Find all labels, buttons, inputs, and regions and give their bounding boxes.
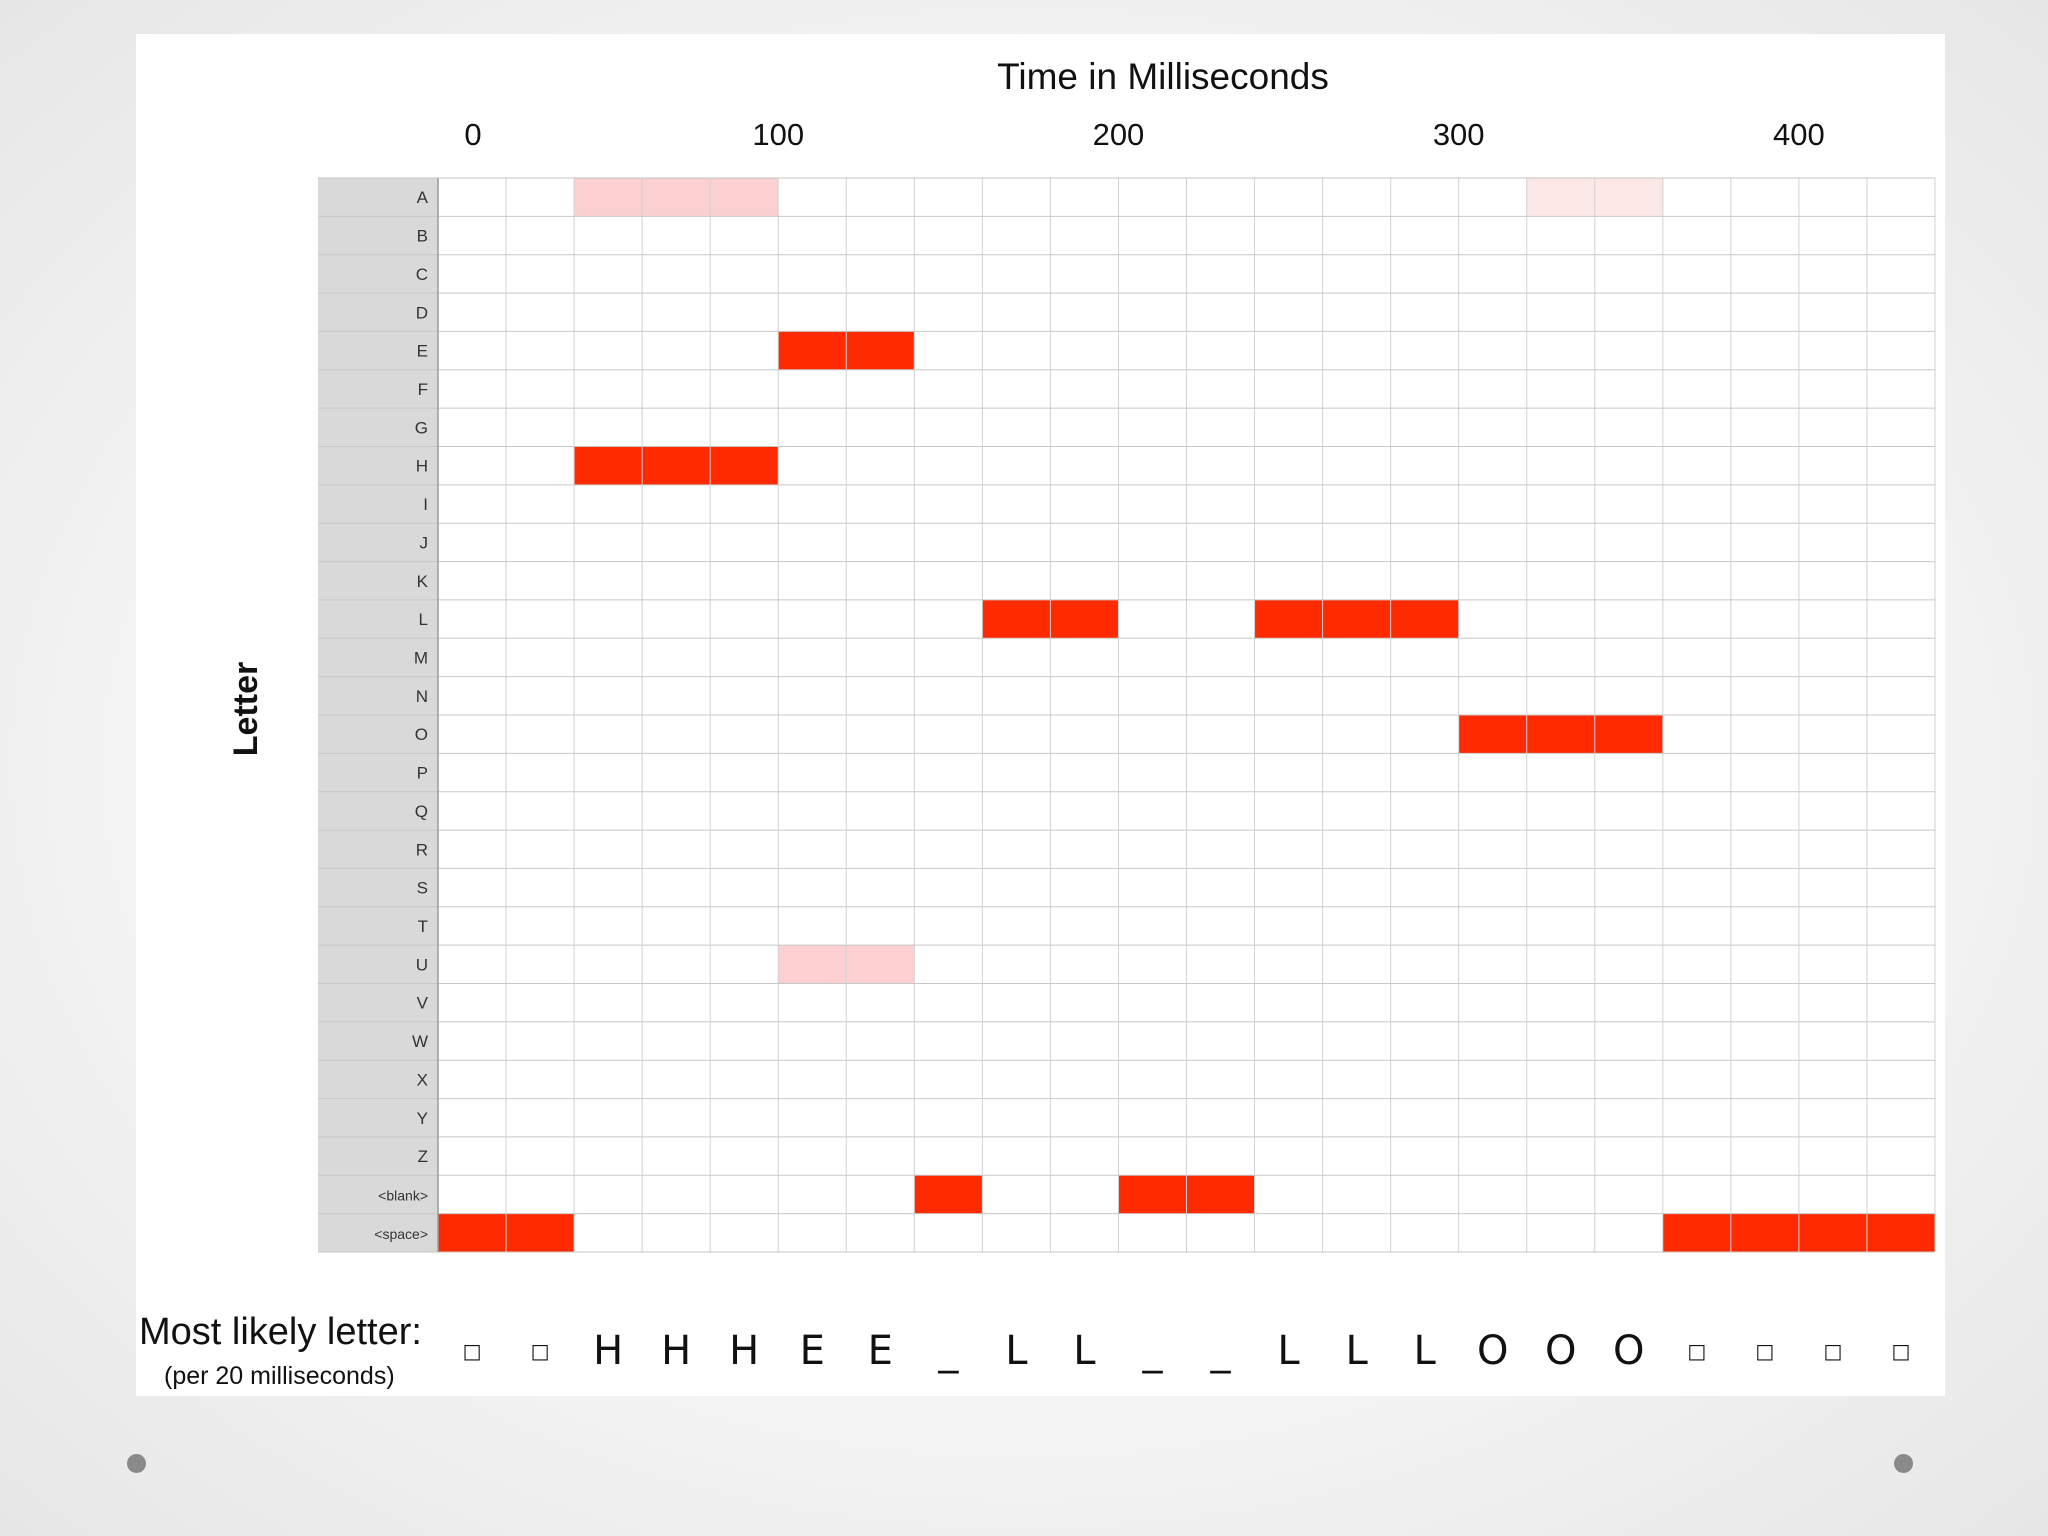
most-likely-sublabel: (per 20 milliseconds)	[164, 1362, 395, 1390]
row-label: U	[416, 955, 428, 974]
row-label: O	[415, 725, 428, 744]
heatmap-cell	[1798, 1213, 1867, 1252]
heatmap-cell	[778, 331, 847, 370]
row-label: D	[416, 303, 428, 322]
row-label: A	[417, 188, 429, 207]
row-label: X	[417, 1070, 428, 1089]
heatmap-cell	[574, 446, 643, 485]
most-likely-letter: □	[1755, 1339, 1774, 1363]
row-label: F	[418, 380, 428, 399]
most-likely-letter: L	[1005, 1328, 1028, 1374]
most-likely-letter: □	[1687, 1339, 1706, 1363]
row-label: T	[418, 917, 428, 936]
most-likely-letter: E	[800, 1328, 825, 1374]
row-label: E	[417, 342, 428, 361]
most-likely-letter: _	[1141, 1328, 1163, 1374]
most-likely-letter: □	[1823, 1339, 1842, 1363]
x-axis-title: Time in Milliseconds	[997, 56, 1329, 97]
heatmap-cell	[506, 1213, 575, 1252]
row-label: M	[414, 648, 428, 667]
row-label: J	[420, 533, 429, 552]
row-label: <blank>	[378, 1187, 428, 1203]
heatmap-cell	[1390, 599, 1459, 639]
row-label: H	[416, 457, 428, 476]
row-label: V	[417, 994, 429, 1013]
most-likely-letter: □	[531, 1339, 550, 1363]
most-likely-letter: □	[463, 1339, 482, 1363]
heatmap-cell	[710, 178, 779, 217]
most-likely-letter: O	[1545, 1328, 1576, 1374]
most-likely-letter: H	[593, 1328, 623, 1374]
heatmap-cell	[914, 1175, 983, 1214]
ctc-letter-heatmap: ABCDEFGHIJKLMNOPQRSTUVWXYZ<blank><space>…	[139, 56, 1936, 1390]
most-likely-letter: L	[1345, 1328, 1368, 1374]
heatmap-cell	[846, 331, 915, 370]
most-likely-letter: O	[1477, 1328, 1508, 1374]
x-tick-label: 300	[1433, 117, 1485, 152]
slide-bullet-left	[127, 1454, 146, 1473]
row-label: Y	[417, 1109, 428, 1128]
heatmap-cell	[1322, 599, 1391, 639]
most-likely-letter: H	[661, 1328, 691, 1374]
heatmap-cell	[1866, 1213, 1935, 1252]
heatmap-cell	[1594, 715, 1663, 754]
row-label: R	[416, 840, 428, 859]
heatmap-cell	[1050, 599, 1119, 639]
most-likely-letter: _	[937, 1328, 959, 1374]
heatmap-cell	[846, 945, 915, 984]
most-likely-label: Most likely letter:	[139, 1311, 422, 1353]
row-label: C	[416, 265, 428, 284]
most-likely-letter: L	[1073, 1328, 1096, 1374]
slide-bullet-right	[1894, 1454, 1913, 1473]
heatmap-cell	[1730, 1213, 1799, 1252]
heatmap-cell	[574, 178, 643, 217]
heatmap-cell	[438, 1213, 507, 1252]
most-likely-letter: L	[1277, 1328, 1300, 1374]
row-label: P	[417, 764, 428, 783]
y-axis-label: Letter	[227, 662, 265, 756]
x-tick-label: 0	[464, 117, 481, 152]
most-likely-letter: O	[1613, 1328, 1644, 1374]
row-label: S	[417, 879, 428, 898]
row-label: N	[416, 687, 428, 706]
heatmap-cell	[1526, 178, 1595, 217]
x-tick-label: 400	[1773, 117, 1825, 152]
heatmap-cell	[1118, 1175, 1187, 1214]
row-label: K	[417, 572, 429, 591]
heatmap-cell	[1662, 1213, 1731, 1252]
heatmap-cell	[642, 446, 711, 485]
heatmap-cell	[1254, 599, 1323, 639]
row-label: G	[415, 418, 428, 437]
heatmap-cell	[778, 945, 847, 984]
heatmap-cell	[642, 178, 711, 217]
slide-panel: A B C D E F G H I J K L M N O P Q R S T U V W X Y Z <blank> <space>…	[136, 34, 1945, 1396]
heatmap-cell	[1458, 715, 1527, 754]
most-likely-letter: L	[1414, 1328, 1437, 1374]
row-label: I	[423, 495, 428, 514]
row-label: Z	[418, 1147, 428, 1166]
row-label: B	[417, 227, 428, 246]
heatmap-cell	[1526, 715, 1595, 754]
row-label: W	[412, 1032, 428, 1051]
heatmap-cell	[1594, 178, 1663, 217]
row-label: <space>	[374, 1226, 428, 1242]
row-label: L	[419, 610, 428, 629]
x-tick-label: 100	[752, 117, 804, 152]
most-likely-letter: □	[1892, 1339, 1911, 1363]
heatmap-cell	[710, 446, 779, 485]
heatmap-cell	[982, 599, 1051, 639]
most-likely-letter: H	[729, 1328, 759, 1374]
x-tick-label: 200	[1093, 117, 1145, 152]
row-label: Q	[415, 802, 428, 821]
heatmap-cell	[1186, 1175, 1255, 1214]
most-likely-letter: _	[1210, 1328, 1232, 1374]
most-likely-letter: E	[868, 1328, 893, 1374]
